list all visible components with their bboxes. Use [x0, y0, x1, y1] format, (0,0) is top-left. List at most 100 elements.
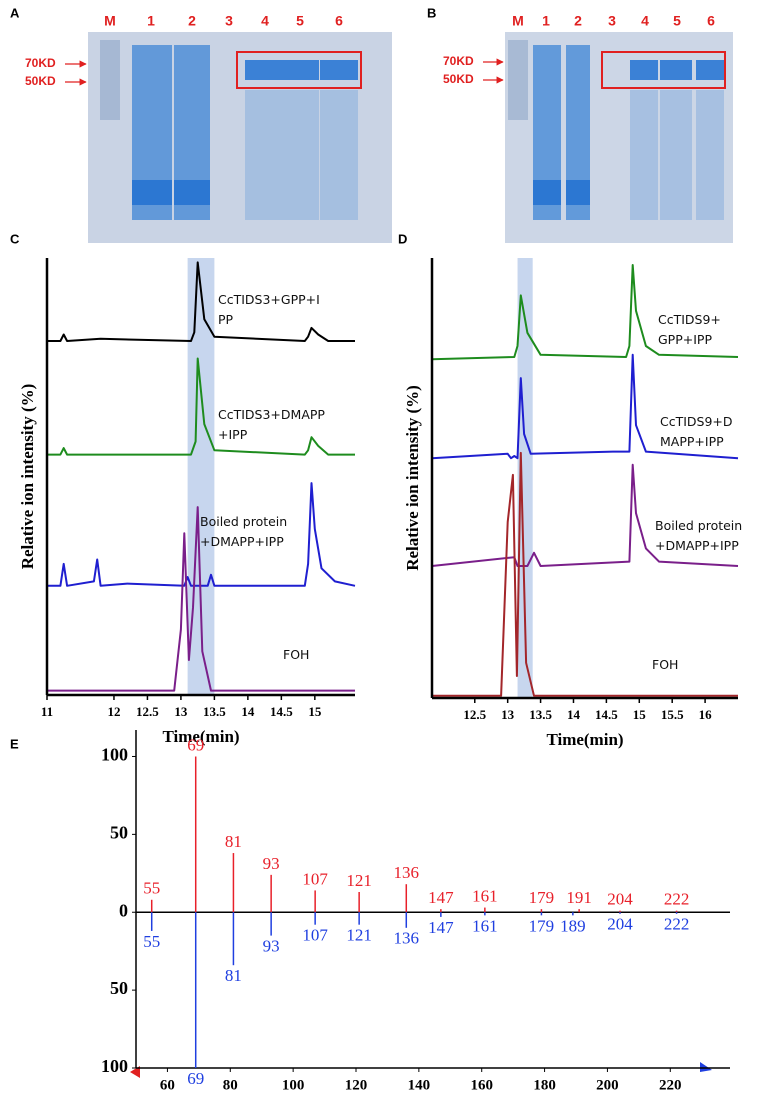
- gel-ladder: [100, 40, 120, 120]
- x-tick-label: 15: [308, 704, 322, 719]
- peak-label: 136: [394, 929, 420, 948]
- lane-label: 1: [542, 13, 550, 29]
- lane-label: 4: [261, 13, 269, 29]
- peak-label: 179: [529, 916, 555, 935]
- gel-band: [566, 180, 590, 205]
- x-tick-label: 15: [633, 707, 647, 722]
- highlight-band: [517, 258, 533, 698]
- gel-smear: [283, 90, 319, 220]
- peak-label: 161: [472, 916, 498, 935]
- x-tick-label: 13: [501, 707, 515, 722]
- lane-label: 4: [641, 13, 649, 29]
- trace-label: Boiled protein +DMAPP+IPP: [655, 518, 743, 553]
- gel-band: [533, 180, 561, 205]
- x-tick-label: 12: [107, 704, 120, 719]
- trace-label: CcTIDS3+DMAPP +IPP: [218, 407, 325, 442]
- panel-letter: A: [10, 5, 20, 20]
- marker-label: 70KD: [25, 56, 56, 70]
- peak-label: 147: [428, 888, 454, 907]
- axis-arrow: [130, 1066, 140, 1078]
- x-tick-label: 12.5: [136, 704, 159, 719]
- trace-label: CcTIDS9+D MAPP+IPP: [660, 414, 733, 449]
- y-tick-label: 50: [110, 978, 128, 998]
- peak-label: 93: [263, 937, 280, 956]
- trace-label: FOH: [283, 647, 310, 662]
- x-axis-label: Time(min): [162, 727, 239, 746]
- trace-label: Boiled protein +DMAPP+IPP: [200, 514, 288, 549]
- trace: [47, 506, 355, 692]
- lane-label: 3: [608, 13, 616, 29]
- trace: [47, 482, 356, 587]
- lane-label: M: [104, 13, 116, 29]
- x-tick-label: 80: [223, 1077, 238, 1093]
- lane-label: M: [512, 13, 524, 29]
- gel-band: [320, 60, 358, 80]
- gel-smear: [696, 90, 724, 220]
- gel-smear: [320, 90, 358, 220]
- peak-label: 204: [607, 915, 633, 934]
- lane-label: 5: [673, 13, 681, 29]
- marker-label: 70KD: [443, 54, 474, 68]
- x-tick-label: 14: [241, 704, 255, 719]
- panel-letter: B: [427, 5, 436, 20]
- trace-label: FOH: [652, 657, 679, 672]
- peak-label: 121: [346, 871, 372, 890]
- lane-label: 5: [296, 13, 304, 29]
- x-tick-label: 160: [470, 1077, 493, 1093]
- peak-label: 69: [187, 735, 204, 754]
- peak-label: 136: [394, 863, 420, 882]
- x-tick-label: 180: [533, 1077, 556, 1093]
- panel-letter: C: [10, 231, 20, 246]
- lane-label: 2: [188, 13, 196, 29]
- x-tick-label: 16: [699, 707, 713, 722]
- x-tick-label: 14.5: [270, 704, 293, 719]
- trace: [47, 261, 355, 342]
- peak-label: 55: [143, 879, 160, 898]
- y-axis-label: Relative ion intensity (%): [403, 385, 422, 571]
- highlight-box: [601, 51, 726, 89]
- trace: [431, 353, 739, 460]
- lane-label: 1: [147, 13, 155, 29]
- trace-label: CcTIDS3+GPP+I PP: [218, 292, 320, 327]
- gel-band: [696, 60, 724, 80]
- x-tick-label: 14.5: [595, 707, 618, 722]
- axis-arrow: [700, 1062, 712, 1072]
- gel-smear: [660, 90, 692, 220]
- lane-label: 6: [707, 13, 715, 29]
- peak-label: 81: [225, 966, 242, 985]
- gel-smear: [630, 90, 658, 220]
- peak-label: 55: [143, 932, 160, 951]
- x-tick-label: 100: [282, 1077, 305, 1093]
- x-tick-label: 13: [174, 704, 188, 719]
- marker-label: 50KD: [443, 72, 474, 86]
- x-tick-label: 200: [596, 1077, 619, 1093]
- x-tick-label: 60: [160, 1077, 175, 1093]
- x-tick-label: 120: [345, 1077, 368, 1093]
- y-tick-label: 0: [119, 900, 128, 920]
- trace-label: CcTIDS9+ GPP+IPP: [658, 312, 721, 347]
- highlight-box: [236, 51, 362, 89]
- x-tick-label: 13.5: [529, 707, 552, 722]
- y-tick-label: 100: [101, 1056, 128, 1076]
- gel-band: [174, 180, 210, 205]
- peak-label: 189: [560, 916, 586, 935]
- marker-label: 50KD: [25, 74, 56, 88]
- peak-label: 107: [302, 869, 328, 888]
- peak-label: 121: [346, 926, 372, 945]
- lane-label: 6: [335, 13, 343, 29]
- y-tick-label: 100: [101, 745, 128, 765]
- y-axis-label: Relative ion intensity (%): [18, 384, 37, 570]
- panel-letter: E: [10, 736, 19, 751]
- peak-label: 161: [472, 886, 498, 905]
- peak-label: 222: [664, 915, 690, 934]
- gel-band: [660, 60, 692, 80]
- trace: [432, 451, 738, 697]
- peak-label: 191: [566, 888, 592, 907]
- x-tick-label: 15.5: [661, 707, 684, 722]
- gel-band: [630, 60, 658, 80]
- x-tick-label: 12.5: [463, 707, 486, 722]
- panel-letter: D: [398, 231, 407, 246]
- lane-label: 3: [225, 13, 233, 29]
